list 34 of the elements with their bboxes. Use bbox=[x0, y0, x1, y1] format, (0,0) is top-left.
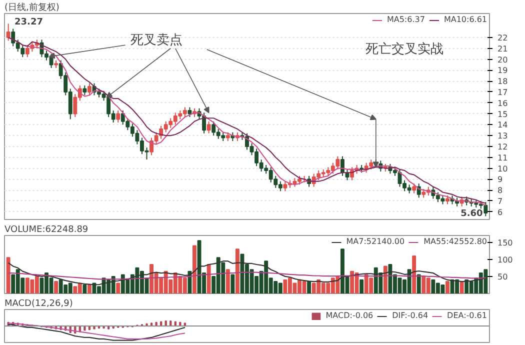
y-tick-label: 16 bbox=[498, 98, 508, 108]
legend-label: MA7:52140.00 bbox=[346, 237, 405, 246]
chart-title: MACD(12,26,9) bbox=[4, 299, 73, 309]
y-tick-label: 13 bbox=[498, 132, 508, 141]
y-tick-label: 100 bbox=[498, 255, 513, 264]
annotation: 死亡交叉实战 bbox=[366, 40, 444, 57]
annotation: 5.60 bbox=[460, 208, 483, 219]
y-tick-label: 50 bbox=[498, 272, 508, 282]
y-tick-label: 10 bbox=[498, 164, 508, 174]
y-tick-label: 21 bbox=[498, 44, 508, 54]
y-tick-label: 18 bbox=[498, 77, 508, 86]
y-tick-label: 17 bbox=[498, 88, 508, 97]
legend-label: DIF:-0.64 bbox=[392, 311, 428, 320]
annotation: 死叉卖点 bbox=[130, 33, 182, 48]
y-tick-label: 7 bbox=[498, 196, 503, 206]
y-tick-label: 20 bbox=[498, 55, 508, 64]
legend-label: DEA:-0.61 bbox=[447, 311, 487, 320]
legend-label: MA10:6.61 bbox=[444, 15, 487, 24]
chart-title: (日线,前复权) bbox=[4, 2, 60, 13]
y-tick-label: 9 bbox=[498, 175, 503, 184]
annotation: 23.27 bbox=[14, 18, 43, 28]
y-tick-label: 6 bbox=[498, 208, 503, 217]
y-tick-label: 12 bbox=[498, 142, 508, 152]
y-tick-label: 15 bbox=[498, 110, 508, 119]
y-tick-label: 8 bbox=[498, 186, 503, 196]
y-tick-label: 150 bbox=[498, 238, 513, 248]
y-tick-label: 19 bbox=[498, 66, 508, 76]
y-tick-label: 22 bbox=[498, 33, 508, 42]
legend-label: MACD:-0.06 bbox=[326, 311, 374, 320]
legend-label: MA5:6.37 bbox=[386, 15, 425, 24]
y-tick-label: 14 bbox=[498, 120, 508, 130]
chart-title: VOLUME:62248.89 bbox=[4, 225, 88, 235]
y-tick-label: 11 bbox=[498, 153, 508, 162]
legend-label: MA55:42552.80 bbox=[424, 237, 487, 246]
